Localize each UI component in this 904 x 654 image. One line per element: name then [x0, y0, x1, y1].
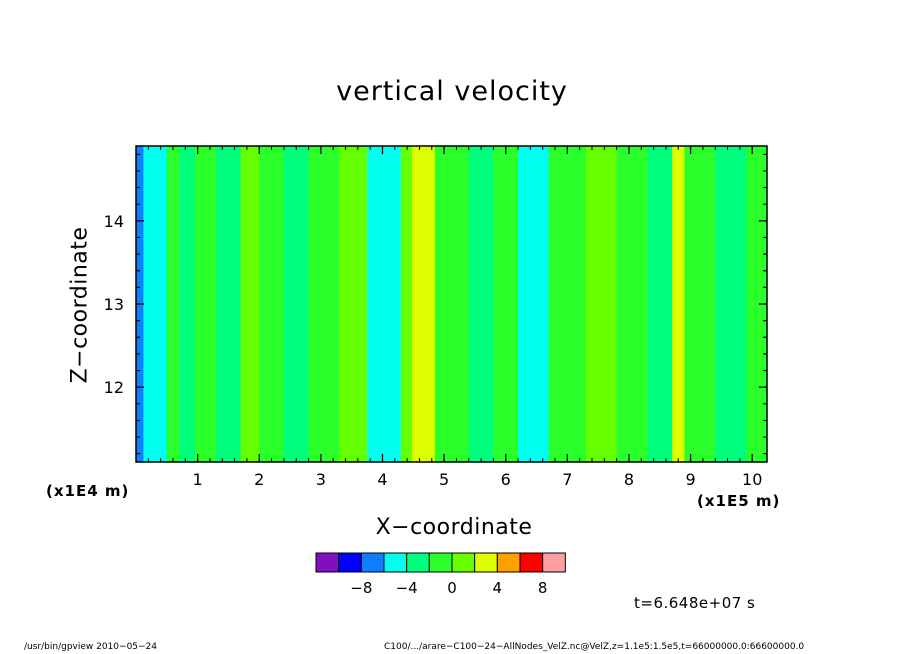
footer-file-info: C100/.../arare−C100−24−AllNodes_VelZ.nc@… [384, 642, 805, 652]
field-band-18 [548, 146, 587, 462]
x-tick-label: 8 [624, 470, 634, 489]
field-band-16 [493, 146, 519, 462]
field-band-2 [166, 146, 180, 462]
field-band-8 [283, 146, 310, 462]
y-tick-label: 14 [104, 212, 124, 231]
field-band-24 [715, 146, 747, 462]
x-tick-label: 6 [501, 470, 511, 489]
colorbar-tick-label: 0 [447, 579, 457, 597]
colorbar-tick-label: 8 [538, 579, 548, 597]
field-band-23 [684, 146, 716, 462]
colorbar-tick-label: −8 [350, 579, 372, 597]
colorbar-bin-2 [360, 552, 385, 573]
x-tick-label: 5 [439, 470, 449, 489]
field-band-1 [143, 146, 168, 462]
field-band-17 [518, 146, 550, 462]
field-band-10 [339, 146, 368, 462]
x-tick-label: 4 [377, 470, 387, 489]
field-band-3 [179, 146, 196, 462]
colorbar-bin-1 [338, 552, 362, 573]
field-band-21 [647, 146, 673, 462]
time-readout: t=6.648e+07 s [634, 594, 756, 612]
colorbar-bin-8 [496, 552, 521, 573]
y-tick-label: 13 [104, 295, 124, 314]
field-band-20 [616, 146, 649, 462]
field-band-6 [240, 146, 260, 462]
footer-program-info: /usr/bin/gpview 2010−05−24 [24, 642, 158, 652]
x-axis-unit: (x1E5 m) [697, 492, 781, 510]
x-tick-label: 9 [685, 470, 695, 489]
x-tick-label: 10 [742, 470, 762, 489]
field-band-7 [259, 146, 285, 462]
field-band-9 [308, 146, 340, 462]
field-band-15 [468, 146, 495, 462]
y-tick-label: 12 [104, 378, 124, 397]
colorbar: −8 −4 0 4 8 [315, 552, 566, 597]
colorbar-tick-label: −4 [396, 579, 418, 597]
field-band-4 [194, 146, 217, 462]
field-band-22 [672, 146, 686, 462]
x-tick-label: 7 [562, 470, 572, 489]
colorbar-bin-7 [474, 552, 498, 573]
colorbar-bin-10 [542, 552, 566, 573]
colorbar-bin-0 [315, 552, 340, 573]
field-band-19 [585, 146, 618, 462]
colorbar-bin-6 [451, 552, 476, 573]
field-band-13 [412, 146, 436, 462]
x-axis-label: X−coordinate [375, 515, 533, 540]
colorbar-tick-label: 4 [493, 579, 503, 597]
field-band-5 [216, 146, 242, 462]
plot-area [136, 146, 768, 462]
y-axis-label: Z−coordinate [67, 226, 93, 384]
colorbar-bin-9 [519, 552, 544, 573]
field-band-12 [400, 146, 413, 462]
field-band-14 [434, 146, 470, 462]
x-tick-label: 1 [193, 470, 203, 489]
field-band-11 [367, 146, 402, 462]
y-axis-unit: (x1E4 m) [46, 482, 130, 500]
colorbar-bin-4 [406, 552, 430, 573]
colorbar-bin-5 [428, 552, 453, 573]
x-tick-label: 3 [316, 470, 326, 489]
field-band-25 [746, 146, 768, 462]
colorbar-bin-3 [383, 552, 408, 573]
x-tick-label: 2 [254, 470, 264, 489]
chart-title: vertical velocity [336, 76, 568, 107]
